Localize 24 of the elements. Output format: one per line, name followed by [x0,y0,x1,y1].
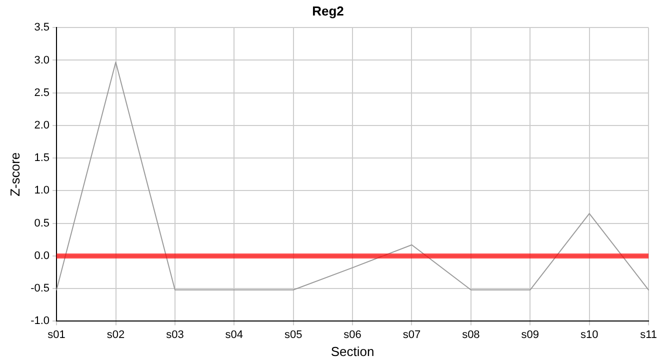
x-tick-label: s09 [521,328,540,341]
y-axis-title: Z-score [7,152,22,196]
chart-title: Reg2 [312,3,344,18]
x-tick-label: s11 [640,328,657,341]
y-tick-label: 3.5 [34,22,50,34]
x-axis-title: Section [330,344,374,359]
x-tick-label: s03 [166,328,184,341]
y-tick-label: 0.0 [34,250,50,262]
x-tick-label: s08 [462,328,480,341]
x-tick-label: s10 [580,328,598,341]
x-tick-label: s04 [225,328,244,341]
x-tick-label: s05 [284,328,302,341]
y-tick-label: 2.5 [34,86,50,99]
x-tick-label: s01 [48,328,66,341]
y-tick-label: 2.0 [34,120,50,132]
y-tick-label: -1.0 [30,315,50,328]
x-tick-label: s06 [344,328,362,341]
x-tick-label: s02 [106,328,125,341]
y-tick-label: 1.5 [34,152,50,164]
y-tick-label: -0.5 [30,282,50,295]
y-tick-label: 0.5 [34,217,50,230]
x-tick-label: s07 [402,328,421,341]
y-tick-label: 3.0 [34,54,50,66]
y-tick-label: 1.0 [34,184,50,197]
